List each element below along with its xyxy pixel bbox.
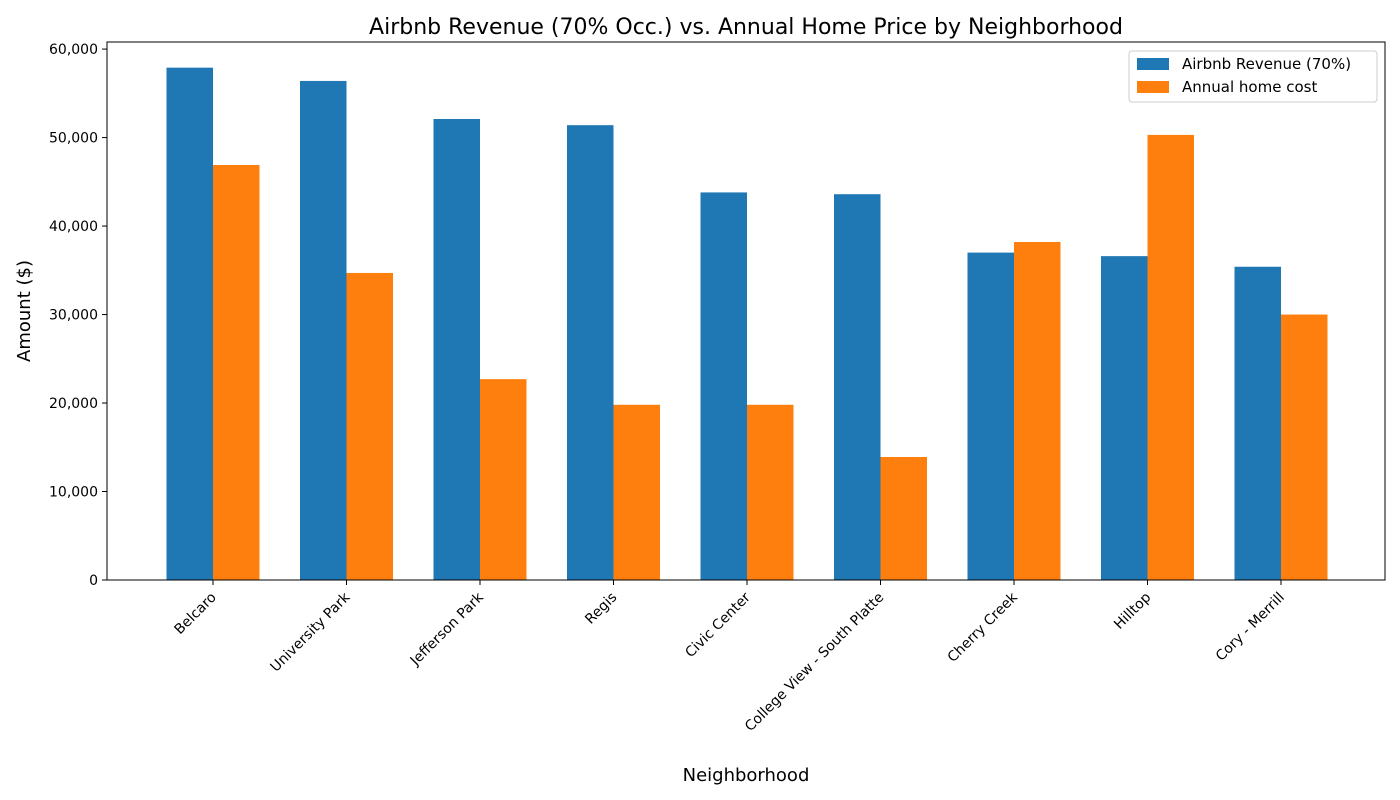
y-tick-label: 60,000: [49, 42, 98, 58]
x-tick-label: College View - South Platte: [742, 590, 887, 735]
legend-swatch: [1137, 81, 1169, 93]
legend-label: Annual home cost: [1182, 78, 1317, 96]
y-tick-label: 10,000: [49, 485, 98, 501]
y-tick-label: 0: [89, 573, 98, 589]
bar-airbnb-revenue: [967, 252, 1014, 580]
bar-airbnb-revenue: [1234, 266, 1281, 580]
bar-airbnb-revenue: [166, 67, 213, 580]
y-tick-label: 30,000: [49, 308, 98, 324]
bar-annual-home-cost: [747, 404, 794, 580]
bar-airbnb-revenue: [834, 194, 881, 580]
bar-airbnb-revenue: [433, 118, 480, 580]
bar-annual-home-cost: [1147, 134, 1194, 580]
bar-annual-home-cost: [613, 404, 660, 580]
chart-title: Airbnb Revenue (70% Occ.) vs. Annual Hom…: [369, 15, 1123, 40]
legend: Airbnb Revenue (70%) Annual home cost: [1128, 50, 1378, 103]
x-tick-label: Jefferson Park: [407, 589, 488, 670]
bar-annual-home-cost: [1014, 241, 1061, 580]
bar-airbnb-revenue: [300, 80, 347, 581]
y-tick-label: 50,000: [49, 131, 98, 147]
bar-airbnb-revenue: [567, 125, 614, 580]
x-tick-label: Civic Center: [682, 589, 754, 661]
x-tick-label: Belcaro: [171, 590, 219, 638]
y-axis-label: Amount ($): [14, 260, 35, 362]
bar-annual-home-cost: [880, 457, 927, 580]
plot-area-frame: [106, 41, 1386, 581]
legend-label: Airbnb Revenue (70%): [1182, 55, 1351, 73]
y-tick-label: 40,000: [49, 219, 98, 235]
bar-airbnb-revenue: [1101, 256, 1148, 580]
x-axis: Belcaro University Park Jefferson Park Regi…: [171, 580, 1288, 735]
bar-annual-home-cost: [213, 164, 260, 580]
x-tick-label: Cherry Creek: [945, 589, 1022, 666]
bars-group: [166, 67, 1328, 581]
bar-annual-home-cost: [1281, 314, 1328, 580]
x-axis-label: Neighborhood: [683, 765, 810, 786]
x-tick-label: University Park: [268, 589, 354, 675]
x-tick-label: Hilltop: [1111, 589, 1154, 632]
legend-box: [1128, 50, 1378, 103]
legend-swatch: [1137, 58, 1169, 70]
bar-annual-home-cost: [346, 272, 393, 580]
y-tick-label: 20,000: [49, 396, 98, 412]
bar-annual-home-cost: [480, 379, 527, 580]
x-tick-label: Regis: [582, 590, 620, 628]
bar-airbnb-revenue: [700, 192, 747, 581]
y-axis: 0 10,000 20,000 30,000 40,000 50,000 60,000: [49, 42, 107, 589]
x-tick-label: Cory - Merrill: [1213, 590, 1288, 665]
